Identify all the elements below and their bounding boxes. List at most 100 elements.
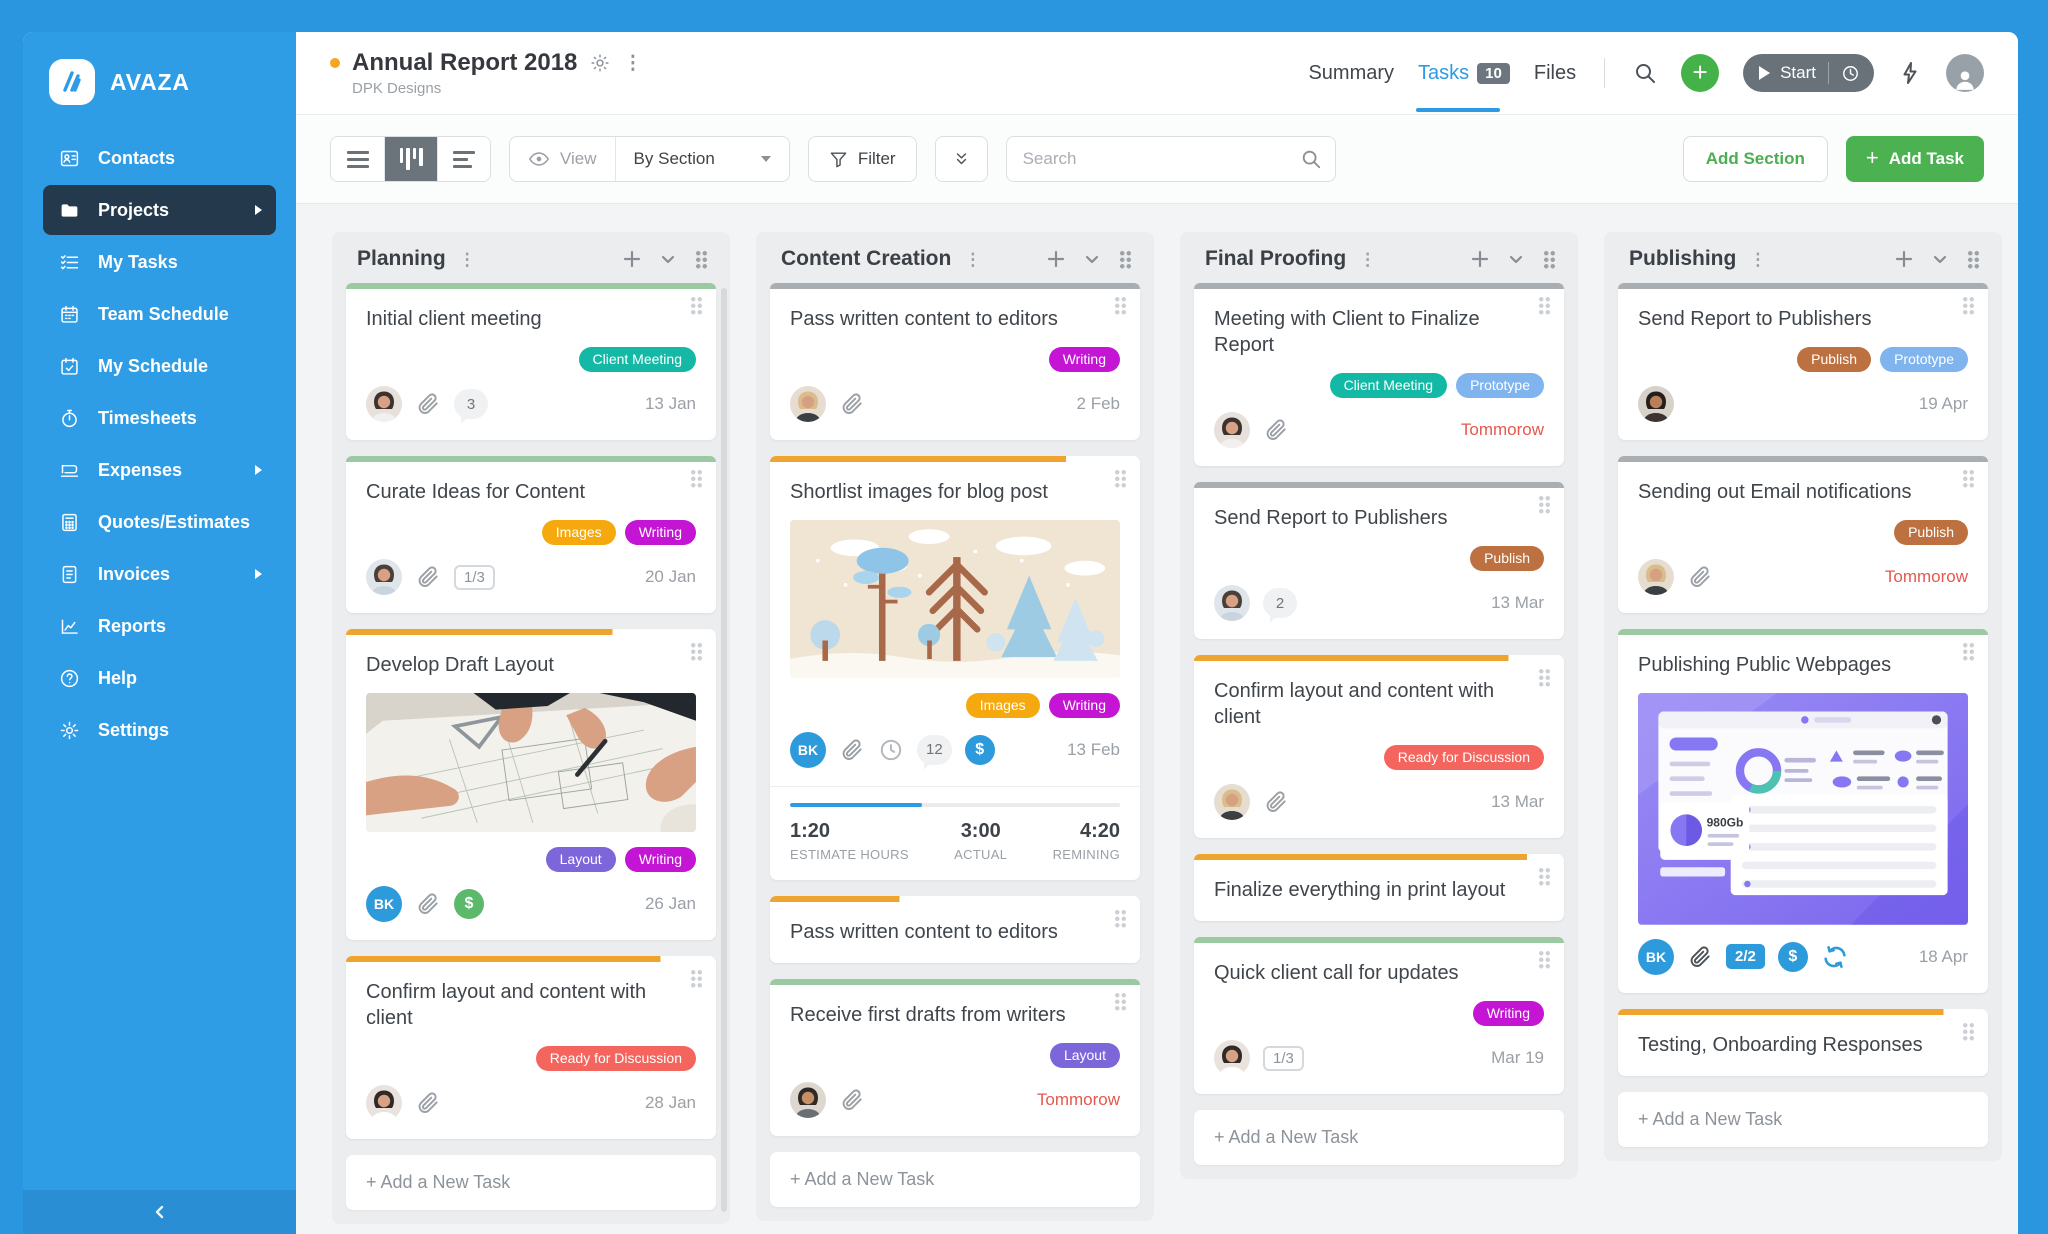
column-menu-kebab-icon[interactable]: ⋮ xyxy=(458,249,476,269)
task-card[interactable]: Send Report to Publishers Publish 2 13 Mar xyxy=(1194,482,1564,639)
project-menu-kebab-icon[interactable]: ⋮ xyxy=(623,52,643,74)
task-card[interactable]: Curate Ideas for Content Images Writing 1/3… xyxy=(346,456,716,613)
card-footer: BK 2/2 $18 Apr xyxy=(1638,938,1968,975)
sidebar-item-my-tasks[interactable]: My Tasks xyxy=(43,237,276,287)
card-drag-handle-icon[interactable] xyxy=(1962,642,1975,661)
task-card[interactable]: Sending out Email notifications Publish To… xyxy=(1618,456,1988,613)
tab-summary[interactable]: Summary xyxy=(1308,61,1395,84)
task-card[interactable]: Initial client meeting Client Meeting 3 13 … xyxy=(346,283,716,440)
project-settings-gear-icon[interactable] xyxy=(589,52,611,74)
detail-view-button[interactable] xyxy=(437,137,490,181)
column-drag-handle-icon[interactable] xyxy=(695,249,708,269)
sidebar-item-label: Projects xyxy=(98,199,170,220)
column-collapse-chevron-icon[interactable] xyxy=(659,250,677,268)
filter-button[interactable]: Filter xyxy=(807,136,917,182)
card-drag-handle-icon[interactable] xyxy=(1538,495,1551,514)
task-card[interactable]: Testing, Onboarding Responses xyxy=(1618,1008,1988,1076)
task-card[interactable]: Finalize everything in print layout xyxy=(1194,854,1564,921)
sidebar-item-projects[interactable]: Projects xyxy=(43,185,276,235)
card-drag-handle-icon[interactable] xyxy=(1538,950,1551,969)
column-collapse-chevron-icon[interactable] xyxy=(1507,250,1525,268)
task-card[interactable]: Receive first drafts from writers Layout T… xyxy=(770,978,1140,1136)
invoice-icon xyxy=(57,562,81,586)
user-avatar[interactable] xyxy=(1946,54,1984,92)
column-drag-handle-icon[interactable] xyxy=(1543,249,1556,269)
task-card[interactable]: Confirm layout and content with client Re… xyxy=(346,956,716,1140)
add-new-task-button[interactable]: + Add a New Task xyxy=(1194,1110,1564,1165)
kanban-view-button[interactable] xyxy=(384,137,437,181)
bolt-icon[interactable] xyxy=(1898,61,1922,85)
sidebar-item-settings[interactable]: Settings xyxy=(43,705,276,755)
task-card[interactable]: Publishing Public Webpages 980Gb BK 2/2 $18 … xyxy=(1618,629,1988,993)
card-drag-handle-icon[interactable] xyxy=(690,469,703,488)
column-menu-kebab-icon[interactable]: ⋮ xyxy=(964,249,982,269)
task-card[interactable]: Pass written content to editors Writing 2 … xyxy=(770,283,1140,440)
search-icon xyxy=(1302,150,1320,169)
task-card[interactable]: Quick client call for updates Writing 1/3 M… xyxy=(1194,937,1564,1094)
card-drag-handle-icon[interactable] xyxy=(690,969,703,989)
kanban-board: Planning ⋮ Initial client meeting Client Me… xyxy=(296,204,2018,1234)
sidebar-item-quotes-estimates[interactable]: Quotes/Estimates xyxy=(43,497,276,547)
sidebar-item-reports[interactable]: Reports xyxy=(43,601,276,651)
column-drag-handle-icon[interactable] xyxy=(1967,249,1980,269)
column-title: Planning xyxy=(357,247,446,270)
collapse-all-button[interactable] xyxy=(934,136,988,182)
add-new-task-button[interactable]: + Add a New Task xyxy=(346,1155,716,1211)
card-drag-handle-icon[interactable] xyxy=(1114,991,1127,1011)
card-drag-handle-icon[interactable] xyxy=(1114,469,1127,488)
card-drag-handle-icon[interactable] xyxy=(1538,296,1551,315)
sidebar-item-help[interactable]: Help xyxy=(43,653,276,703)
group-by-select[interactable]: By Section xyxy=(616,149,789,169)
column-add-icon[interactable] xyxy=(1047,250,1065,268)
add-section-button[interactable]: Add Section xyxy=(1682,136,1828,182)
card-footer: 1/3 20 Jan xyxy=(366,559,696,595)
sidebar-item-invoices[interactable]: Invoices xyxy=(43,549,276,599)
task-card[interactable]: Pass written content to editors xyxy=(770,895,1140,963)
sidebar-item-expenses[interactable]: Expenses xyxy=(43,445,276,495)
card-drag-handle-icon[interactable] xyxy=(1962,469,1975,488)
card-drag-handle-icon[interactable] xyxy=(1114,908,1127,928)
card-labels: Client Meeting xyxy=(366,347,696,372)
column-collapse-chevron-icon[interactable] xyxy=(1083,250,1101,268)
column-menu-kebab-icon[interactable]: ⋮ xyxy=(1359,249,1377,269)
sidebar-collapse-button[interactable] xyxy=(23,1190,296,1234)
column-add-icon[interactable] xyxy=(1471,250,1489,268)
task-card[interactable]: Meeting with Client to Finalize Report Cl… xyxy=(1194,283,1564,466)
task-card[interactable]: Develop Draft Layout Layout Writing BK $26 J… xyxy=(346,629,716,941)
tab-tasks[interactable]: Tasks 10 xyxy=(1416,62,1510,112)
tab-files[interactable]: Files xyxy=(1533,61,1577,84)
column-add-icon[interactable] xyxy=(1895,250,1913,268)
sidebar-item-label: Help xyxy=(98,667,138,688)
card-drag-handle-icon[interactable] xyxy=(1538,668,1551,687)
report-chart-icon xyxy=(57,614,81,638)
sidebar-item-contacts[interactable]: Contacts xyxy=(43,133,276,183)
brand[interactable]: AVAZA xyxy=(23,32,296,133)
sidebar-item-timesheets[interactable]: Timesheets xyxy=(43,393,276,443)
column-drag-handle-icon[interactable] xyxy=(1119,249,1132,269)
search-icon[interactable] xyxy=(1633,61,1657,85)
task-card[interactable]: Shortlist images for blog post Images Writ… xyxy=(770,456,1140,880)
card-drag-handle-icon[interactable] xyxy=(690,642,703,661)
add-task-button[interactable]: + Add Task xyxy=(1845,136,1984,182)
column-menu-kebab-icon[interactable]: ⋮ xyxy=(1749,249,1767,269)
card-drag-handle-icon[interactable] xyxy=(690,296,703,315)
task-card[interactable]: Send Report to Publishers Publish Prototyp… xyxy=(1618,283,1988,440)
column-add-icon[interactable] xyxy=(623,250,641,268)
sidebar-item-my-schedule[interactable]: My Schedule xyxy=(43,341,276,391)
card-title: Receive first drafts from writers xyxy=(790,1003,1066,1026)
group-by-control[interactable]: View By Section xyxy=(509,136,790,182)
column-collapse-chevron-icon[interactable] xyxy=(1931,250,1949,268)
card-drag-handle-icon[interactable] xyxy=(1114,296,1127,315)
card-drag-handle-icon[interactable] xyxy=(1962,296,1975,315)
card-drag-handle-icon[interactable] xyxy=(1538,867,1551,886)
card-drag-handle-icon[interactable] xyxy=(1962,1021,1975,1041)
task-search-input[interactable] xyxy=(1005,136,1336,182)
add-new-task-button[interactable]: + Add a New Task xyxy=(770,1151,1140,1207)
sidebar-item-team-schedule[interactable]: Team Schedule xyxy=(43,289,276,339)
task-card[interactable]: Confirm layout and content with client Re… xyxy=(1194,655,1564,838)
quick-add-button[interactable]: + xyxy=(1681,54,1720,92)
timer-start-button[interactable]: Start xyxy=(1743,54,1874,92)
tag-pill: Layout xyxy=(1049,1042,1120,1068)
list-view-button[interactable] xyxy=(331,137,384,181)
add-new-task-button[interactable]: + Add a New Task xyxy=(1618,1091,1988,1147)
